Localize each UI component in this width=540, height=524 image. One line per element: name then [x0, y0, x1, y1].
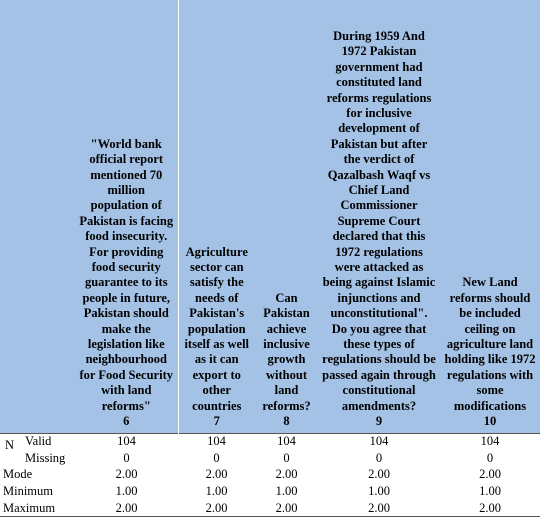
column-header: "World bank official report mentioned 70…	[75, 0, 179, 433]
column-question: Agriculture sector can satisfy the needs…	[184, 244, 250, 413]
cell-value: 2.00	[255, 499, 318, 518]
column-number: 10	[483, 414, 497, 429]
data-row: Minimum 1.00 1.00 1.00 1.00 1.00	[0, 483, 540, 500]
cell-value: 2.00	[368, 467, 390, 482]
stub-header	[0, 0, 75, 433]
cell-value: 104	[318, 432, 440, 451]
cell-value: 0	[283, 450, 290, 465]
column-number: 7	[213, 414, 220, 429]
cell-value: 0	[213, 450, 220, 465]
cell-value: 0	[375, 450, 383, 465]
cell-value: 2.00	[479, 467, 501, 482]
column-number: 9	[375, 414, 383, 429]
column-number: 8	[283, 414, 290, 429]
column-question: Can Pakistan achieve inclusive growth wi…	[262, 290, 311, 413]
data-row: Maximum 2.00 2.00 2.00 2.00 2.00	[0, 499, 540, 518]
row-label: Maximum	[0, 499, 75, 518]
column-header: New Land reforms should be included ceil…	[440, 0, 540, 433]
cell-value: 1.00	[115, 484, 138, 499]
cell-value: 104	[255, 432, 318, 451]
cell-value: 2.00	[318, 499, 440, 518]
row-label: Missing	[25, 450, 66, 465]
cell-value: 2.00	[205, 467, 228, 482]
cell-value: 0	[486, 450, 494, 465]
column-question: During 1959 And 1972 Pakistan government…	[322, 28, 436, 413]
column-question: "World bank official report mentioned 70…	[79, 136, 174, 413]
column-header: Agriculture sector can satisfy the needs…	[178, 0, 255, 433]
row-label: Mode	[3, 467, 33, 482]
column-header: Can Pakistan achieve inclusive growth wi…	[255, 0, 318, 433]
row-label: Minimum	[3, 484, 54, 499]
cell-value: 104	[440, 432, 540, 451]
cell-value: 0	[123, 450, 130, 465]
header-row: "World bank official report mentioned 70…	[0, 0, 540, 433]
cell-value: 1.00	[275, 484, 298, 499]
table-body: N Valid 104 104 104 104 104 Missing 0 0 0 0 0 Mode 2.0…	[0, 432, 540, 518]
cell-value: 2.00	[440, 499, 540, 518]
row-label: Valid	[22, 432, 75, 451]
cell-value: 104	[178, 432, 255, 451]
cell-value: 104	[75, 432, 178, 451]
cell-value: 1.00	[479, 484, 501, 499]
cell-value: 1.00	[205, 484, 228, 499]
group-label: N	[0, 432, 22, 467]
cell-value: 2.00	[75, 499, 178, 518]
cell-value: 2.00	[275, 467, 298, 482]
cell-value: 2.00	[115, 467, 138, 482]
cell-value: 2.00	[178, 499, 255, 518]
data-row: Mode 2.00 2.00 2.00 2.00 2.00	[0, 467, 540, 484]
column-question: New Land reforms should be included ceil…	[444, 275, 536, 413]
data-row: Missing 0 0 0 0 0	[0, 450, 540, 467]
cell-value: 1.00	[368, 484, 390, 499]
column-number: 6	[123, 414, 130, 429]
column-header: During 1959 And 1972 Pakistan government…	[318, 0, 440, 433]
data-row: N Valid 104 104 104 104 104	[0, 432, 540, 467]
